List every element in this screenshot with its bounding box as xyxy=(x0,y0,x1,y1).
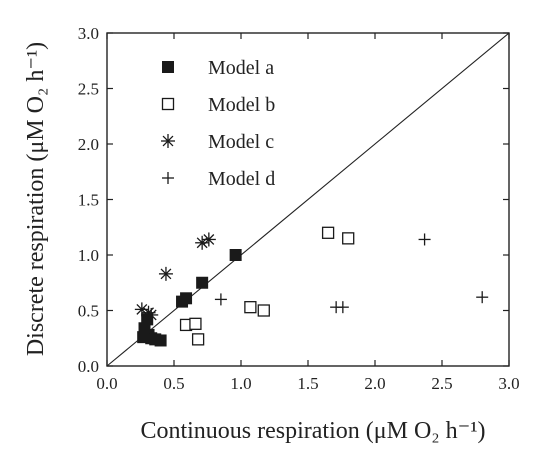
x-tick-label: 2.0 xyxy=(364,374,385,393)
series-model-a xyxy=(137,249,242,347)
y-axis-title: Discrete respiration (μM O₂ h⁻¹) xyxy=(23,42,49,356)
legend-marker xyxy=(161,134,175,148)
data-point xyxy=(418,233,431,246)
data-point xyxy=(214,293,227,306)
legend-marker xyxy=(162,172,174,184)
marker-shape xyxy=(196,276,209,289)
axis-ticks xyxy=(106,32,510,367)
marker-shape xyxy=(342,232,355,245)
legend-item: Model d xyxy=(162,168,275,190)
marker-shape xyxy=(229,249,242,261)
legend-label: Model a xyxy=(208,57,274,79)
data-point xyxy=(244,301,257,314)
marker-stroke xyxy=(162,135,174,147)
legend-label: Model b xyxy=(208,94,275,116)
data-point xyxy=(476,291,489,304)
x-tick-label: 1.0 xyxy=(230,374,251,393)
y-tick-label: 1.5 xyxy=(78,191,99,210)
x-tick-label: 0.5 xyxy=(163,374,184,393)
one-to-one-line xyxy=(106,32,510,367)
plot-area xyxy=(106,32,510,367)
x-tick-label: 0.0 xyxy=(96,374,117,393)
series-model-b xyxy=(179,226,355,346)
x-tick-label: 1.5 xyxy=(297,374,318,393)
marker-stroke xyxy=(145,309,157,321)
y-tick-label: 0.5 xyxy=(78,302,99,321)
legend-marker xyxy=(161,97,175,111)
x-tick-label: 3.0 xyxy=(498,374,519,393)
marker-shape xyxy=(161,97,175,111)
legend-label: Model d xyxy=(208,168,275,190)
axis-tick-labels: 0.0 0.5 1.0 1.5 2.0 2.5 3.0 0.0 0.5 1.0 1.5 2.0 2.5 3… xyxy=(78,24,520,393)
data-point xyxy=(180,292,193,305)
marker-shape xyxy=(162,61,174,73)
data-point xyxy=(336,301,349,314)
data-point xyxy=(196,276,209,289)
y-tick-label: 2.5 xyxy=(78,80,99,99)
legend-item: Model b xyxy=(161,94,275,116)
data-points xyxy=(134,226,489,347)
y-tick-label: 1.0 xyxy=(78,246,99,265)
data-point xyxy=(321,226,335,239)
series-model-c xyxy=(134,232,216,322)
marker-shape xyxy=(189,317,202,330)
x-axis-title: Continuous respiration (μM O₂ h⁻¹) xyxy=(140,418,485,444)
data-point xyxy=(201,232,216,247)
legend: Model a Model b Model c Model d xyxy=(161,57,275,190)
data-point xyxy=(158,266,173,281)
data-point xyxy=(144,307,159,322)
marker-stroke xyxy=(160,268,172,280)
marker-shape xyxy=(191,333,205,346)
series-model-d xyxy=(214,233,489,314)
y-tick-label: 0.0 xyxy=(78,357,99,376)
marker-shape xyxy=(244,301,257,314)
marker-stroke xyxy=(203,234,215,245)
legend-item: Model c xyxy=(161,131,274,153)
data-point xyxy=(229,249,242,261)
y-tick-label: 3.0 xyxy=(78,24,99,43)
data-point xyxy=(257,304,270,317)
marker-shape xyxy=(257,304,270,317)
data-point xyxy=(189,317,202,330)
y-tick-label: 2.0 xyxy=(78,135,99,154)
marker-shape xyxy=(154,334,167,347)
data-point xyxy=(342,232,355,245)
data-point xyxy=(191,333,205,346)
marker-shape xyxy=(180,292,193,305)
marker-stroke xyxy=(136,303,148,315)
legend-item: Model a xyxy=(162,57,274,79)
x-tick-label: 2.5 xyxy=(431,374,452,393)
marker-shape xyxy=(321,226,335,239)
legend-label: Model c xyxy=(208,131,274,153)
legend-marker xyxy=(162,61,174,73)
data-point xyxy=(154,334,167,347)
